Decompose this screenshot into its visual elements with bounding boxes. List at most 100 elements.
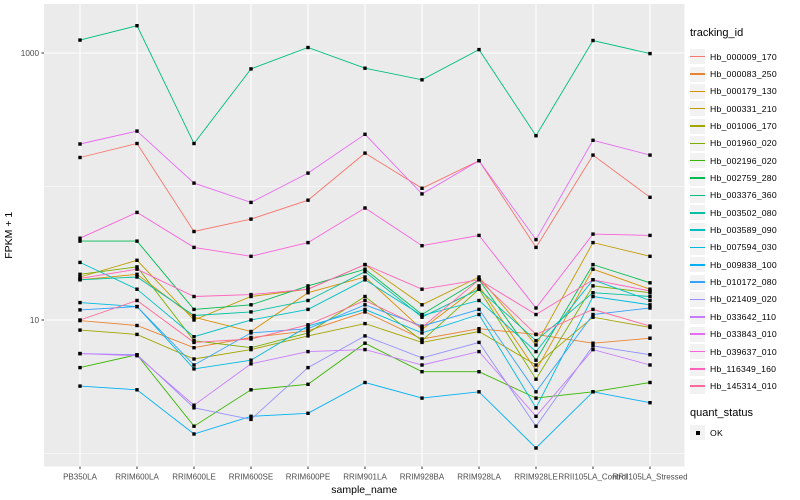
data-point	[135, 141, 139, 146]
data-point	[192, 313, 196, 318]
data-point	[192, 406, 196, 410]
legend-label: Hb_000331_210	[710, 103, 777, 114]
data-point	[648, 363, 652, 367]
data-point	[78, 308, 82, 312]
data-point	[534, 306, 538, 310]
data-point	[420, 244, 424, 248]
data-point	[192, 424, 196, 428]
data-point	[534, 390, 538, 394]
data-point	[306, 331, 310, 335]
data-point	[363, 341, 367, 345]
data-point	[591, 232, 595, 236]
data-point	[420, 327, 424, 332]
legend-line-swatch	[690, 107, 705, 110]
data-point	[420, 356, 424, 360]
data-point	[192, 346, 196, 350]
legend-label: Hb_033642_110	[710, 311, 777, 322]
legend-line-swatch	[690, 368, 705, 370]
data-point	[249, 358, 253, 362]
data-point	[192, 357, 196, 361]
legend-key	[690, 326, 705, 342]
data-point	[192, 363, 196, 367]
data-point	[363, 267, 367, 271]
legend-label: Hb_003376_360	[710, 190, 777, 201]
legend-line-swatch	[690, 55, 705, 58]
legend-entry-Hb_033642_110: Hb_033642_110	[690, 308, 800, 325]
data-point	[192, 367, 196, 371]
data-point	[78, 300, 82, 305]
legend-line-swatch	[690, 73, 705, 75]
data-point	[477, 278, 481, 282]
data-point	[249, 200, 253, 205]
legend-title-tracking-id: tracking_id	[690, 27, 744, 39]
legend-line-swatch	[690, 298, 705, 301]
legend-label: Hb_116349_160	[710, 363, 777, 374]
legend-key	[690, 187, 705, 203]
data-point	[420, 325, 424, 330]
data-point	[363, 151, 367, 155]
data-point	[363, 380, 367, 385]
data-point	[534, 424, 538, 428]
legend-label: Hb_001960_020	[710, 138, 777, 149]
legend-title-quant-status: quant_status	[690, 406, 753, 419]
data-point	[648, 281, 652, 285]
data-point	[249, 292, 253, 297]
data-point	[648, 51, 652, 56]
data-point	[648, 291, 652, 295]
data-point	[420, 331, 424, 335]
legend-entry-Hb_003502_080: Hb_003502_080	[690, 204, 800, 221]
data-point	[249, 414, 253, 418]
legend-line-swatch	[690, 142, 705, 145]
data-point	[591, 390, 595, 394]
legend-key	[690, 257, 705, 273]
data-point	[306, 171, 310, 175]
data-point	[135, 298, 139, 303]
legend-entry-Hb_010172_080: Hb_010172_080	[690, 273, 800, 290]
legend-entry-Hb_002759_280: Hb_002759_280	[690, 169, 800, 186]
legend-entry-Hb_116349_160: Hb_116349_160	[690, 360, 800, 377]
x-tick-label: RRIM928LE	[514, 473, 558, 482]
y-axis-title: FPKM + 1	[3, 212, 15, 259]
legend-key	[690, 49, 705, 65]
data-point	[534, 245, 538, 250]
data-point	[534, 237, 538, 242]
legend-entry-Hb_000331_210: Hb_000331_210	[690, 100, 800, 117]
x-tick-label: RRIM600LE	[172, 473, 216, 482]
legend-line-swatch	[690, 385, 705, 387]
data-point	[135, 265, 139, 269]
data-point	[363, 66, 367, 70]
data-point	[249, 303, 253, 307]
data-point	[192, 181, 196, 185]
legend-line-swatch	[690, 350, 705, 353]
data-point	[363, 347, 367, 352]
legend-label: Hb_010172_080	[710, 277, 777, 288]
x-tick-label: RRIM928BA	[400, 473, 445, 482]
data-point	[78, 155, 82, 160]
data-point	[534, 312, 538, 317]
data-point	[648, 287, 652, 291]
legend-entry-Hb_007594_030: Hb_007594_030	[690, 239, 800, 256]
legend-entry-Hb_002196_020: Hb_002196_020	[690, 152, 800, 169]
y-tick-label: 1000	[21, 49, 40, 58]
data-point	[306, 411, 310, 415]
data-point	[78, 142, 82, 146]
legend-line-swatch	[690, 281, 705, 283]
data-point	[192, 335, 196, 339]
legend-label: Hb_033843_010	[710, 329, 777, 340]
x-tick-label: RRIM901LA	[343, 473, 387, 482]
legend-label: Hb_021409_020	[710, 294, 777, 305]
data-point	[591, 294, 595, 299]
data-point	[192, 307, 196, 312]
data-point	[477, 329, 481, 334]
data-point	[363, 321, 367, 326]
data-point	[135, 129, 139, 133]
data-point	[135, 267, 139, 271]
black-square-point-icon	[695, 430, 700, 435]
legend-label: Hb_002196_020	[710, 155, 777, 166]
legend-line-swatch	[690, 177, 705, 179]
data-point	[648, 298, 652, 303]
x-tick-label: RRIM600LA	[115, 473, 159, 482]
data-point	[420, 370, 424, 374]
data-point	[534, 343, 538, 347]
data-point	[591, 341, 595, 345]
